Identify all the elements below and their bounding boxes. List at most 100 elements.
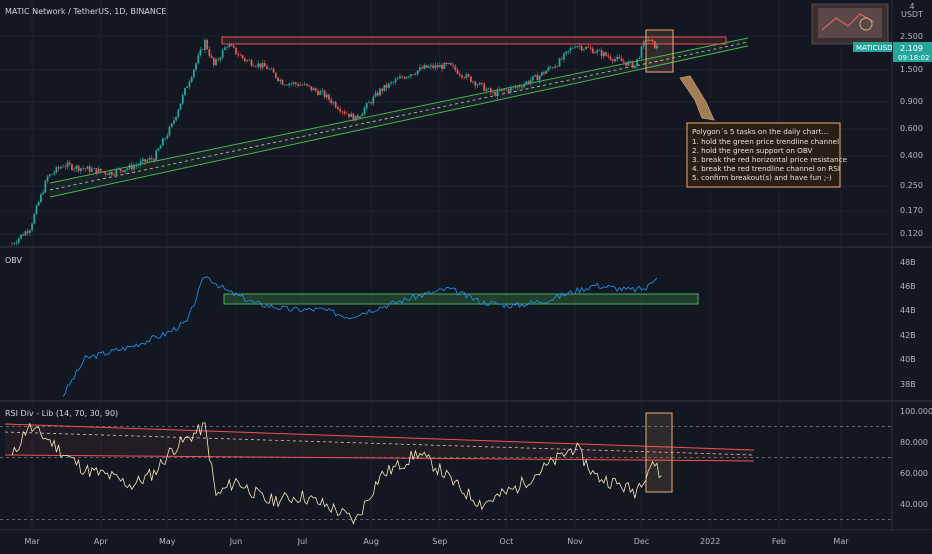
candle-body [432, 65, 435, 69]
candle-body [401, 76, 404, 78]
candle-body [558, 58, 561, 67]
candle-body [321, 90, 324, 92]
candle-body [223, 47, 226, 50]
annotation-arrow[interactable] [679, 75, 715, 121]
rsi-highlight-box[interactable] [645, 412, 673, 493]
candle-body [108, 171, 111, 175]
candle-body [82, 168, 84, 169]
candle-body [540, 72, 543, 76]
annotation-line-5: 5. confirm breakout(s) and have fun ;-) [692, 173, 832, 182]
price-highlight-box[interactable] [645, 29, 674, 73]
candle-body [554, 66, 556, 69]
candle-body [128, 164, 131, 169]
candle-body [536, 74, 539, 81]
candle-body [485, 88, 488, 91]
candle-body [250, 60, 253, 66]
candle-body [239, 55, 242, 56]
candle-body [605, 52, 607, 56]
candle-body [414, 74, 417, 75]
bar-countdown: 09:18:02 [898, 54, 929, 62]
time-label: Apr [94, 537, 109, 546]
candle-body [190, 77, 193, 82]
candle-body [37, 202, 40, 206]
candle-body [51, 173, 53, 175]
candle-body [246, 60, 248, 62]
annotation-box[interactable]: Polygon´s 5 tasks on the daily chart... … [686, 122, 848, 188]
time-label: Mar [833, 537, 849, 546]
candle-body [376, 92, 379, 96]
candle-body [514, 87, 517, 88]
candle-body [345, 113, 348, 115]
candle-body [150, 158, 153, 160]
candle-body [622, 61, 625, 63]
candle-body [569, 48, 572, 51]
candle-body [461, 75, 463, 78]
candle-body [288, 83, 291, 86]
obv-green-support-zone[interactable] [223, 293, 699, 305]
candle-body [500, 89, 503, 91]
rsi-tick-100: 100.000 [900, 407, 932, 416]
rsi-tick-60: 60.000 [900, 469, 928, 478]
candle-body [254, 66, 257, 67]
candle-body [270, 68, 273, 70]
candle-body [248, 60, 251, 61]
price-pane[interactable]: MATIC Network / TetherUS, 1D, BINANCE Po… [5, 3, 889, 246]
candle-body [543, 72, 545, 74]
currency-label: USDT [901, 10, 923, 19]
candle-body [210, 55, 213, 58]
candle-body [115, 169, 118, 175]
last-price: 2.109 [900, 44, 923, 53]
candle-body [119, 168, 122, 171]
candle-body [135, 165, 138, 166]
candle-body [394, 79, 397, 83]
price-axis[interactable]: 4 USDT 2.500 MATICUSDT 2.109 09:18:02 1.… [853, 2, 932, 238]
candle-body [208, 49, 211, 56]
candle-body [243, 58, 246, 62]
candle-body [44, 180, 47, 193]
candle-body [272, 68, 275, 73]
author-logo [811, 3, 889, 45]
candle-body [387, 83, 390, 88]
candle-body [323, 90, 326, 98]
candle-body [598, 50, 601, 51]
candle-body [596, 50, 599, 53]
annotation-title: Polygon´s 5 tasks on the daily chart... [692, 127, 828, 136]
time-label: Jun [229, 537, 243, 546]
candle-body [77, 165, 80, 171]
chart-title: MATIC Network / TetherUS, 1D, BINANCE [5, 7, 166, 16]
candle-body [325, 94, 328, 98]
channel-fill [50, 38, 748, 197]
candle-body [607, 55, 610, 57]
candle-body [576, 46, 579, 48]
candle-body [618, 56, 621, 59]
price-tick-0400: 0.400 [900, 151, 923, 160]
candle-body [314, 88, 317, 91]
candle-body [15, 242, 18, 244]
candle-body [79, 168, 82, 171]
candle-body [20, 234, 22, 239]
obv-pane[interactable]: OBV 48B 46B 44B 42B 40B 38B [5, 256, 916, 397]
green-price-trendline-channel[interactable] [49, 37, 749, 198]
candle-body [166, 135, 169, 139]
candle-body [523, 84, 525, 88]
time-axis[interactable]: Mar Apr May Jun Jul Aug Sep Oct Nov Dec 2022 Feb Mar [25, 537, 850, 546]
annotation-line-1: 1. hold the green price trendline channe… [692, 137, 839, 146]
candle-body [35, 205, 38, 214]
red-horizontal-resistance[interactable] [221, 36, 727, 45]
time-label: Feb [772, 537, 786, 546]
candle-body [651, 39, 654, 42]
rsi-pane[interactable]: RSI Div - Lib (14, 70, 30, 90) 100.000 8… [0, 407, 932, 525]
candle-body [104, 171, 107, 174]
candle-body [75, 165, 78, 169]
candle-body [412, 74, 415, 75]
candle-body [478, 82, 481, 85]
candle-body [489, 88, 492, 93]
candle-body [348, 113, 350, 118]
candle-body [279, 79, 282, 82]
candle-body [582, 49, 585, 50]
red-rsi-trendline-channel[interactable] [4, 423, 755, 462]
candle-body [381, 88, 384, 91]
candle-body [372, 96, 375, 104]
